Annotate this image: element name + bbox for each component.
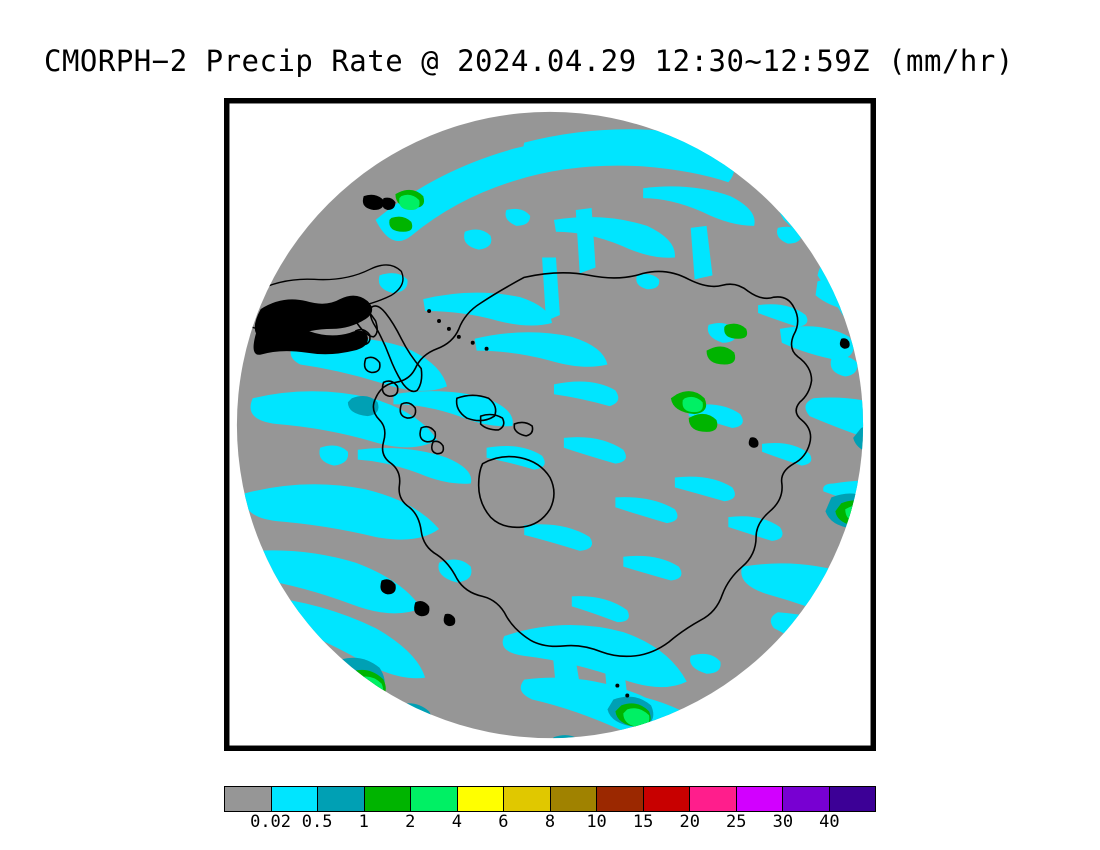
colorbar-segment-12 (783, 787, 830, 811)
colorbar-tick-30: 30 (772, 812, 794, 832)
precip-map-svg (227, 101, 873, 748)
page-title: CMORPH−2 Precip Rate @ 2024.04.29 12:30~… (44, 44, 1014, 78)
colorbar-segment-2 (318, 787, 365, 811)
colorbar-segment-8 (597, 787, 644, 811)
colorbar-tick-1: 1 (358, 812, 369, 832)
colorbar-tick-0.02: 0.02 (250, 812, 292, 832)
colorbar-segments (224, 786, 876, 812)
colorbar-segment-0 (225, 787, 272, 811)
colorbar-segment-5 (457, 787, 504, 811)
colorbar-tick-6: 6 (498, 812, 509, 832)
colorbar-segment-7 (550, 787, 597, 811)
antarctica-coastline (340, 270, 813, 658)
colorbar-segment-9 (643, 787, 690, 811)
colorbar-segment-11 (736, 787, 783, 811)
colorbar-tick-8: 8 (544, 812, 556, 832)
colorbar-tick-4: 4 (451, 812, 462, 832)
colorbar-segment-10 (690, 787, 737, 811)
south-america-tip (253, 295, 373, 355)
map-border (227, 101, 873, 748)
colorbar-tick-25: 25 (726, 812, 747, 832)
colorbar-tick-0.5: 0.5 (301, 812, 333, 832)
colorbar-tick-40: 40 (819, 812, 840, 832)
colorbar-tick-10: 10 (586, 812, 607, 832)
colorbar-segment-1 (271, 787, 318, 811)
colorbar-segment-6 (504, 787, 551, 811)
south-america-coastline (248, 264, 404, 330)
colorbar (224, 786, 876, 812)
colorbar-segment-4 (411, 787, 458, 811)
colorbar-tick-15: 15 (632, 812, 654, 832)
colorbar-segment-3 (364, 787, 411, 811)
colorbar-segment-13 (829, 787, 875, 811)
colorbar-tick-20: 20 (679, 812, 700, 832)
colorbar-tick-labels: 0.02 0.5 1 2 4 6 8 10 15 20 25 30 40 (224, 812, 876, 834)
island-chain-dots (427, 309, 630, 698)
map-panel (224, 98, 876, 751)
colorbar-tick-2: 2 (405, 812, 416, 832)
